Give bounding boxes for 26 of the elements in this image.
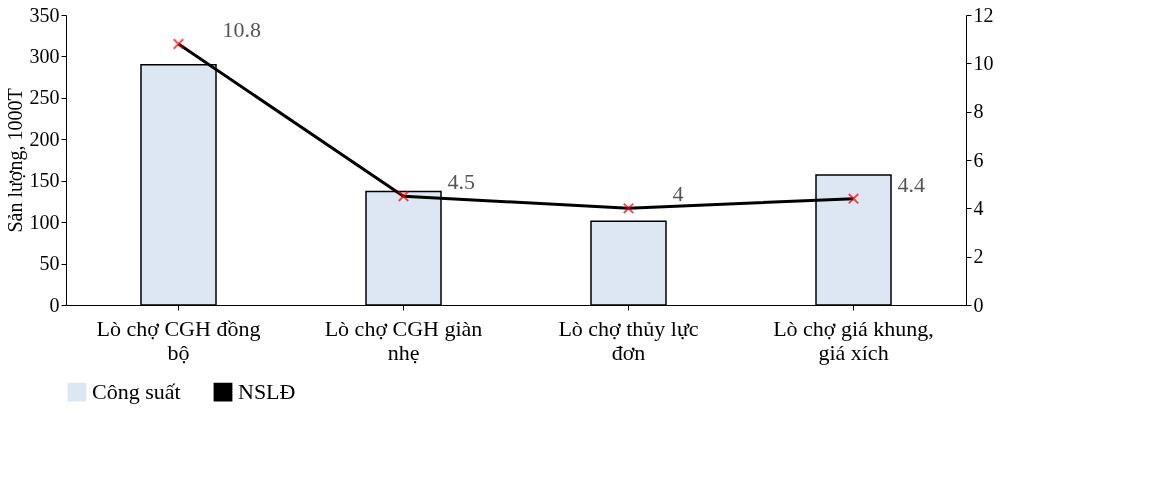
- y2-tick-label: 4: [973, 196, 984, 219]
- y-tick-label: 250: [29, 86, 60, 109]
- data-label: 4.4: [897, 171, 925, 197]
- y-tick-label: 100: [29, 210, 60, 233]
- data-label: 4.5: [447, 169, 475, 195]
- x-tick-label: Lò chợ giá khung, giá xích: [773, 315, 934, 365]
- y-tick-label: 300: [29, 44, 60, 67]
- y-tick-label: 350: [29, 3, 60, 26]
- y-tick-label: 50: [39, 252, 60, 275]
- y2-tick-label: 12: [973, 3, 994, 26]
- y2-tick-label: 2: [973, 245, 984, 268]
- legend-label: NSLĐ: [238, 379, 296, 405]
- data-label: 10.8: [222, 17, 261, 42]
- y-tick-label: 200: [29, 127, 60, 150]
- y-tick-label: 150: [29, 169, 60, 192]
- x-tick-label: Lò chợ thủy lực đơn: [558, 315, 699, 365]
- y2-tick-label: 10: [973, 51, 994, 74]
- x-tick-label: Lò chợ CGH giàn nhẹ: [324, 315, 483, 365]
- y2-tick-label: 0: [973, 293, 984, 316]
- data-label: 4: [672, 181, 684, 207]
- x-tick-label: Lò chợ CGH đồng bộ: [96, 315, 261, 365]
- y2-tick-label: 8: [973, 100, 984, 123]
- y-axis-title: Sản lượng, 1000T: [3, 88, 27, 233]
- y2-tick-label: 6: [973, 148, 984, 171]
- legend-label: Công suất: [92, 379, 181, 405]
- y-tick-label: 0: [49, 293, 60, 316]
